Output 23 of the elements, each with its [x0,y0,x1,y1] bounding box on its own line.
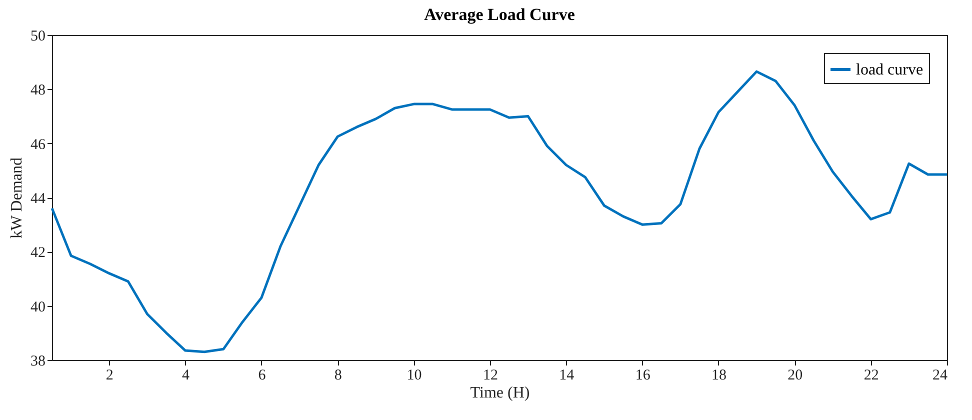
y-tick-label: 50 [30,28,46,44]
x-tick-label: 12 [482,368,498,384]
x-tick-label: 6 [258,368,266,384]
x-tick-label: 16 [635,368,651,384]
chart-title: Average Load Curve [424,5,576,24]
legend-label: load curve [856,62,924,78]
x-tick-label: 4 [182,368,190,384]
y-tick-label: 46 [30,136,46,153]
x-tick-label: 10 [406,368,422,384]
y-tick-label: 44 [30,191,46,207]
x-tick-label: 14 [559,368,575,384]
x-tick-label: 18 [711,368,726,384]
x-tick-label: 24 [932,368,948,384]
x-tick-label: 2 [106,368,114,384]
x-tick-label: 8 [334,368,342,384]
y-tick-label: 48 [30,82,46,99]
x-axis-title: Time (H) [470,384,530,402]
y-tick-label: 38 [30,354,46,370]
x-tick-label: 20 [788,368,803,384]
y-tick-label: 42 [30,245,46,262]
x-tick-label: 22 [864,368,879,384]
y-axis-title: kW Demand [8,157,26,239]
y-tick-label: 40 [30,299,46,316]
